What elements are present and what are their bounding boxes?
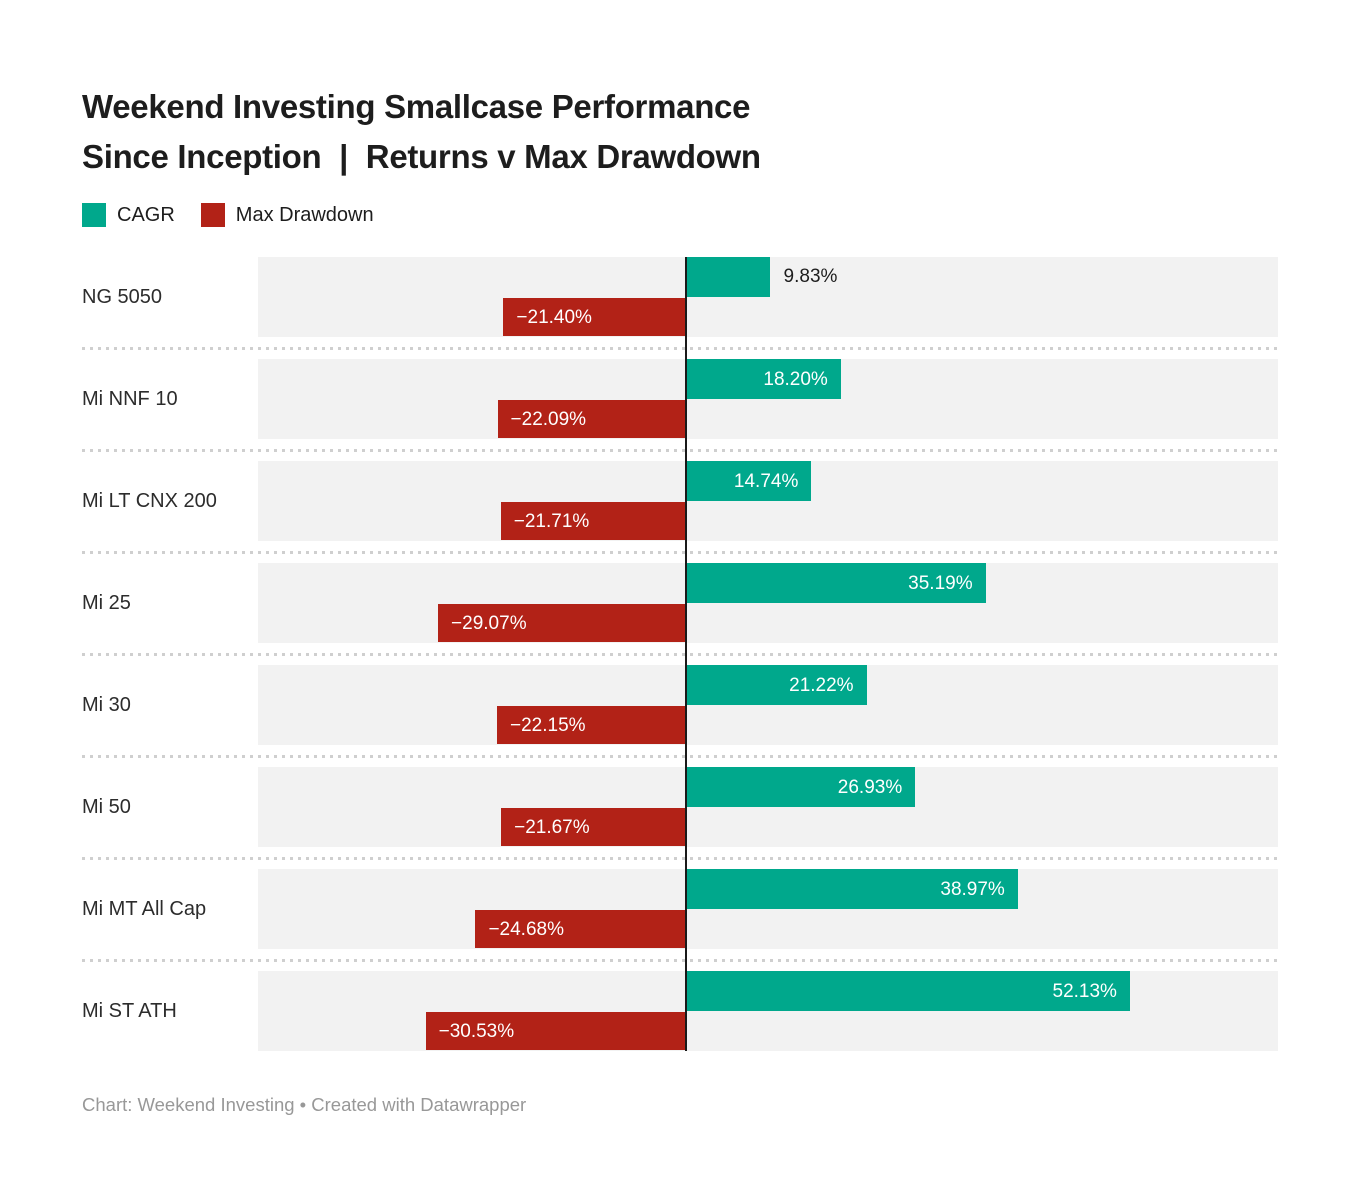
drawdown-bar: −21.40% [503, 298, 686, 336]
cagr-value-label: 52.13% [1052, 980, 1117, 1002]
legend-label-max-drawdown: Max Drawdown [235, 203, 374, 226]
row-separator [82, 653, 1278, 656]
category-label: Mi LT CNX 200 [82, 489, 217, 512]
chart-title-line-2: Since Inception | Returns v Max Drawdown [82, 138, 761, 175]
category-label: NG 5050 [82, 285, 163, 308]
drawdown-bar: −24.68% [475, 910, 686, 948]
drawdown-value-label: −21.67% [514, 816, 590, 838]
drawdown-value-label: −30.53% [438, 1020, 515, 1042]
cagr-bar: 52.13% [685, 971, 1130, 1011]
category-label: Mi 30 [82, 693, 131, 716]
category-label: Mi 25 [82, 591, 131, 614]
drawdown-bar: −22.15% [497, 706, 686, 744]
row-separator [82, 857, 1278, 860]
legend: CAGR Max Drawdown [82, 203, 374, 227]
chart-title: Weekend Investing Smallcase Performance … [82, 82, 761, 182]
row-separator [82, 959, 1278, 962]
drawdown-value-label: −24.68% [488, 918, 564, 940]
drawdown-bar: −29.07% [438, 604, 686, 642]
max-drawdown-swatch-icon [200, 203, 225, 227]
cagr-bar: 18.20% [685, 359, 841, 399]
drawdown-value-label: −22.09% [510, 408, 587, 430]
row-separator [82, 449, 1278, 452]
chart-title-line-1: Weekend Investing Smallcase Performance [82, 88, 751, 125]
drawdown-value-label: −21.40% [516, 306, 592, 328]
drawdown-value-label: −29.07% [451, 612, 527, 634]
legend-item-cagr: CAGR [82, 203, 175, 227]
category-label: Mi 50 [82, 795, 131, 818]
cagr-bar: 14.74% [685, 461, 812, 501]
cagr-value-label: 14.74% [733, 470, 799, 492]
cagr-value-label: 26.93% [837, 776, 903, 798]
legend-item-max-drawdown: Max Drawdown [200, 203, 374, 227]
drawdown-bar: −22.09% [497, 400, 686, 438]
category-label: Mi MT All Cap [82, 897, 207, 920]
cagr-value-label: 9.83% [783, 266, 838, 287]
row-separator [82, 551, 1278, 554]
cagr-bar: 26.93% [685, 767, 916, 807]
cagr-swatch-icon [82, 203, 106, 227]
cagr-bar: 21.22% [685, 665, 867, 705]
drawdown-value-label: −22.15% [510, 714, 586, 736]
drawdown-value-label: −21.71% [513, 510, 590, 532]
legend-label-cagr: CAGR [117, 203, 175, 226]
footer-attribution: Chart: Weekend Investing • Created with … [82, 1094, 527, 1115]
cagr-bar [685, 257, 770, 297]
zero-axis-line [684, 257, 687, 1051]
cagr-value-label: 18.20% [763, 368, 828, 390]
row-separator [82, 755, 1278, 758]
drawdown-bar: −21.71% [500, 502, 686, 540]
drawdown-bar: −30.53% [425, 1012, 686, 1050]
category-label: Mi ST ATH [82, 999, 177, 1022]
row-separator [82, 347, 1278, 350]
cagr-bar: 35.19% [685, 563, 986, 603]
category-label: Mi NNF 10 [82, 387, 178, 410]
cagr-value-label: 38.97% [940, 878, 1005, 900]
cagr-value-label: 35.19% [908, 572, 973, 594]
drawdown-bar: −21.67% [501, 808, 686, 846]
cagr-value-label: 21.22% [789, 674, 854, 696]
cagr-bar: 38.97% [685, 869, 1018, 909]
